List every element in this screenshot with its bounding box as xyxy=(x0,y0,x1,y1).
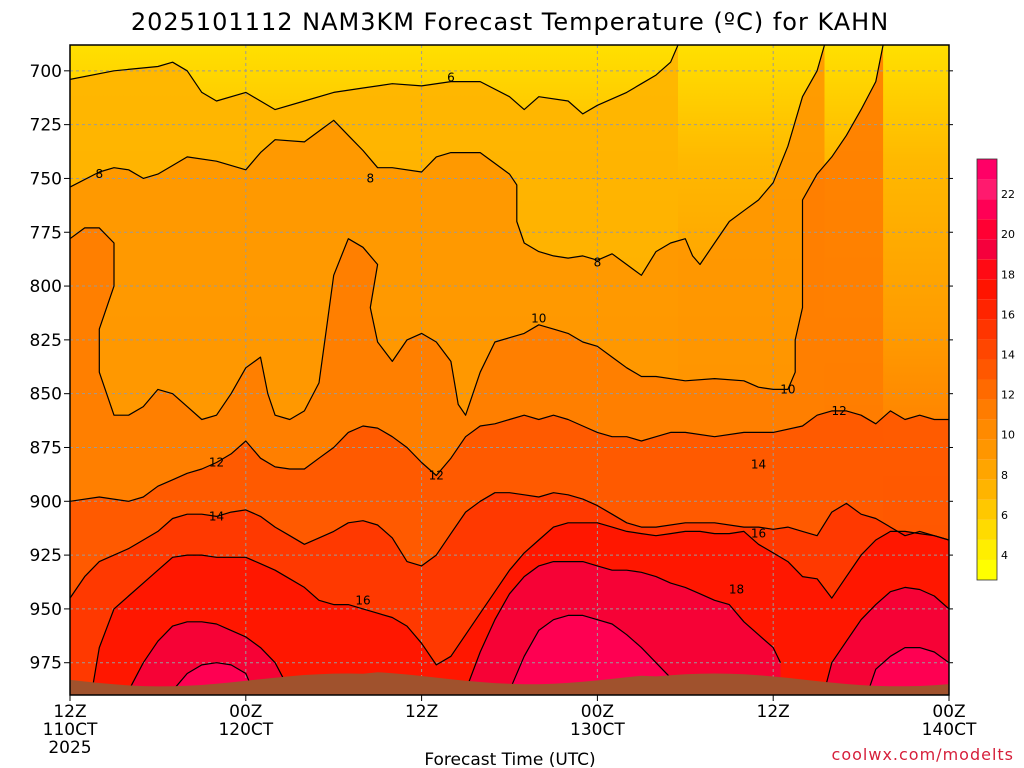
colorbar-bin xyxy=(977,199,997,220)
isotherm-label: 12 xyxy=(209,456,224,470)
isotherm-label: 8 xyxy=(367,171,375,185)
y-tick-label: 700 xyxy=(30,62,62,82)
ground-layer xyxy=(70,672,949,695)
x-tick-label: 2025 xyxy=(48,738,91,758)
source-credit: coolwx.com/modelts xyxy=(832,745,1014,764)
x-axis-label: Forecast Time (UTC) xyxy=(424,750,595,768)
colorbar-bin xyxy=(977,299,997,320)
colorbar-bin xyxy=(977,259,997,280)
colorbar-bin xyxy=(977,379,997,400)
colorbar-bin xyxy=(977,319,997,340)
colorbar-bin xyxy=(977,339,997,360)
y-tick-label: 975 xyxy=(30,654,62,674)
isotherm-18-line xyxy=(465,560,782,691)
isotherm-20-line xyxy=(172,662,254,692)
y-tick-label: 900 xyxy=(30,492,62,512)
ground-terrain xyxy=(70,672,949,695)
y-tick-label: 950 xyxy=(30,600,62,620)
isotherm-layer xyxy=(70,45,949,692)
colorbar-bin xyxy=(977,279,997,300)
colorbar-label: 14 xyxy=(1001,348,1015,361)
isotherm-18-line xyxy=(128,621,291,691)
isotherm-label: 10 xyxy=(531,311,546,325)
y-tick-label: 800 xyxy=(30,277,62,297)
colorbar-bin xyxy=(977,459,997,480)
colorbar-frame xyxy=(976,158,998,581)
y-tick-label: 875 xyxy=(30,438,62,458)
colorbar-bin xyxy=(977,399,997,420)
isotherm-label: 8 xyxy=(95,167,103,181)
colorbar-bin xyxy=(977,239,997,260)
isotherm-6-line xyxy=(70,45,679,115)
x-tick-label: 00Z xyxy=(932,702,965,722)
colorbar: 4 6 8 10 12 14 16 18 20 22 xyxy=(976,158,1015,581)
colorbar-bin xyxy=(977,479,997,500)
temperature-fill-layer xyxy=(70,45,949,695)
x-tick-label: 12Z xyxy=(405,702,438,722)
isotherm-label: 8 xyxy=(594,255,602,269)
isotherm-label: 10 xyxy=(780,382,795,396)
colorbar-label: 6 xyxy=(1001,509,1008,522)
y-tick-label: 775 xyxy=(30,223,62,243)
isotherm-14-line xyxy=(70,492,949,599)
isotherm-fill-20-11 xyxy=(868,647,949,695)
isotherm-20-line xyxy=(508,614,679,691)
y-tick-label: 750 xyxy=(30,169,62,189)
x-tick-label: 00Z xyxy=(229,702,262,722)
x-tick-label: 00Z xyxy=(581,702,614,722)
isotherm-label: 16 xyxy=(355,593,370,607)
colorbar-label: 20 xyxy=(1001,228,1015,241)
isotherm-label: 12 xyxy=(429,468,444,482)
isotherm-label: 18 xyxy=(729,583,744,597)
colorbar-label: 18 xyxy=(1001,268,1015,281)
x-tick-label: 110CT xyxy=(43,720,98,740)
colorbar-bin xyxy=(977,179,997,200)
isotherm-label-layer: 6 8 8 8 10 10 12 12 12 14 14 16 16 18 xyxy=(95,70,846,607)
colorbar-label: 8 xyxy=(1001,469,1008,482)
colorbar-label: 22 xyxy=(1001,188,1015,201)
isotherm-label: 16 xyxy=(751,527,766,541)
isotherm-18-line xyxy=(823,586,949,691)
y-tick-label: 850 xyxy=(30,385,62,405)
colorbar-bin xyxy=(977,359,997,380)
colorbar-bin xyxy=(977,419,997,440)
isotherm-label: 14 xyxy=(209,509,224,523)
colorbar-label: 4 xyxy=(1001,549,1008,562)
y-tick-label: 725 xyxy=(30,116,62,136)
x-tick-label: 140CT xyxy=(922,720,977,740)
x-tick-label: 130CT xyxy=(570,720,625,740)
colorbar-bin xyxy=(977,539,997,560)
colorbar-label: 10 xyxy=(1001,429,1015,442)
isotherm-label: 12 xyxy=(831,404,846,418)
y-tick-label: 925 xyxy=(30,546,62,566)
y-axis: 700 725 750 775 800 825 850 875 900 925 950 975 xyxy=(30,62,953,674)
isotherm-8-line xyxy=(70,45,826,276)
colorbar-bin xyxy=(977,219,997,240)
isotherm-fill-20-10 xyxy=(509,615,678,695)
y-tick-label: 825 xyxy=(30,331,62,351)
plot-area: 6 8 8 8 10 10 12 12 12 14 14 16 16 18 xyxy=(70,45,949,695)
isotherm-10-line xyxy=(70,45,884,421)
colorbar-label: 12 xyxy=(1001,389,1015,402)
colorbar-bin xyxy=(977,519,997,540)
plot-frame xyxy=(69,44,950,696)
isotherm-20-line xyxy=(867,646,949,691)
x-tick-label: 12Z xyxy=(53,702,86,722)
colorbar-label: 16 xyxy=(1001,308,1015,321)
isotherm-16-line xyxy=(91,522,949,691)
chart-title: 2025101112 NAM3KM Forecast Temperature (… xyxy=(131,8,889,36)
x-tick-label: 120CT xyxy=(218,720,273,740)
colorbar-bin xyxy=(977,439,997,460)
colorbar-bin xyxy=(977,499,997,520)
isotherm-12-line xyxy=(70,410,949,502)
isotherm-label: 6 xyxy=(447,70,455,84)
x-tick-label: 12Z xyxy=(757,702,790,722)
colorbar-bin xyxy=(977,159,997,180)
colorbar-bin xyxy=(977,559,997,580)
isotherm-label: 14 xyxy=(751,458,766,472)
